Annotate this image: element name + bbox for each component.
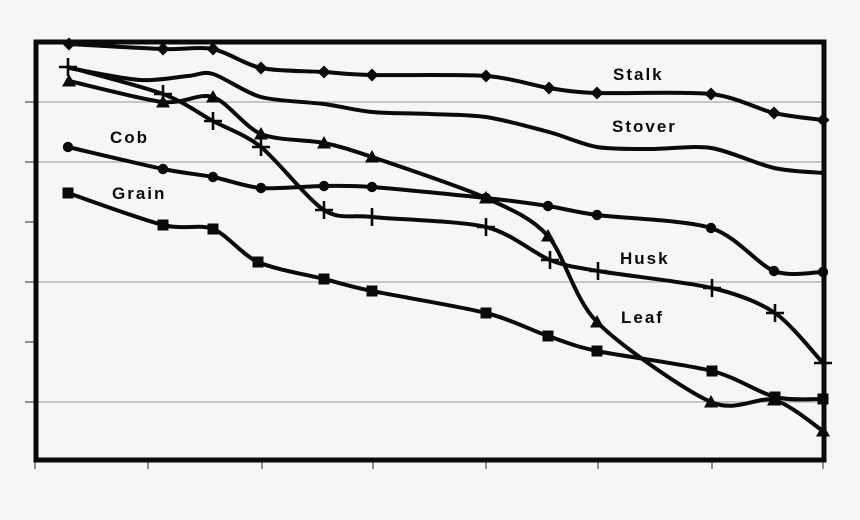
series-line-stalk bbox=[67, 42, 825, 122]
marker-diamond-stalk bbox=[767, 106, 781, 120]
marker-circle-cob bbox=[591, 209, 603, 221]
series-label-grain: Grain bbox=[112, 184, 167, 203]
marker-triangle-leaf bbox=[206, 90, 220, 103]
series-line-cob bbox=[66, 145, 825, 277]
marker-triangle-leaf bbox=[816, 424, 830, 437]
marker-triangle-leaf bbox=[62, 74, 76, 87]
marker-square-grain bbox=[591, 345, 603, 357]
marker-square-grain bbox=[62, 187, 74, 199]
marker-square-grain bbox=[480, 307, 492, 319]
marker-plus-husk bbox=[814, 354, 832, 372]
marker-triangle-leaf bbox=[254, 127, 268, 140]
marker-triangle-leaf bbox=[156, 95, 170, 108]
marker-square-grain bbox=[157, 219, 169, 231]
marker-diamond-stalk bbox=[254, 61, 268, 75]
marker-diamond-stalk bbox=[317, 65, 331, 79]
marker-plus-husk bbox=[541, 251, 559, 269]
series-line-husk bbox=[66, 65, 825, 365]
marker-square-grain bbox=[817, 393, 829, 405]
marker-square-grain bbox=[706, 365, 718, 377]
marker-plus-husk bbox=[703, 279, 721, 297]
series-label-husk: Husk bbox=[620, 249, 670, 268]
marker-plus-husk bbox=[315, 201, 333, 219]
marker-square-grain bbox=[252, 256, 264, 268]
series-label-stover: Stover bbox=[612, 117, 677, 136]
marker-plus-husk bbox=[766, 304, 784, 322]
marker-plus-husk bbox=[252, 138, 270, 156]
marker-diamond-stalk bbox=[365, 68, 379, 82]
plot-border bbox=[33, 39, 827, 463]
marker-plus-husk bbox=[204, 112, 222, 130]
series-line-stover bbox=[67, 66, 825, 175]
series-label-stalk: Stalk bbox=[613, 65, 664, 84]
marker-diamond-stalk bbox=[479, 69, 493, 83]
marker-diamond-stalk bbox=[816, 113, 830, 127]
marker-circle-cob bbox=[705, 222, 717, 234]
marker-triangle-leaf bbox=[541, 229, 555, 242]
marker-diamond-stalk bbox=[62, 37, 76, 51]
series-label-leaf: Leaf bbox=[621, 308, 664, 327]
series-label-cob: Cob bbox=[110, 128, 150, 147]
marker-plus-husk bbox=[589, 262, 607, 280]
marker-triangle-leaf bbox=[767, 393, 781, 406]
marker-diamond-stalk bbox=[206, 42, 220, 56]
marker-circle-cob bbox=[157, 163, 169, 175]
marker-circle-cob bbox=[366, 181, 378, 193]
marker-circle-cob bbox=[768, 265, 780, 277]
marker-square-grain bbox=[542, 330, 554, 342]
marker-circle-cob bbox=[62, 141, 74, 153]
marker-plus-husk bbox=[477, 218, 495, 236]
marker-diamond-stalk bbox=[542, 81, 556, 95]
marker-plus-husk bbox=[363, 208, 381, 226]
marker-diamond-stalk bbox=[590, 86, 604, 100]
marker-square-grain bbox=[318, 273, 330, 285]
marker-circle-cob bbox=[207, 171, 219, 183]
marker-triangle-leaf bbox=[479, 191, 493, 204]
marker-circle-cob bbox=[817, 266, 829, 278]
marker-circle-cob bbox=[318, 180, 330, 192]
marker-circle-cob bbox=[255, 182, 267, 194]
marker-plus-husk bbox=[59, 58, 77, 76]
marker-square-grain bbox=[366, 285, 378, 297]
marker-triangle-leaf bbox=[704, 395, 718, 408]
marker-circle-cob bbox=[542, 200, 554, 212]
series-line-leaf bbox=[67, 79, 825, 433]
marker-triangle-leaf bbox=[365, 150, 379, 163]
marker-triangle-leaf bbox=[317, 136, 331, 149]
marker-diamond-stalk bbox=[156, 42, 170, 56]
marker-square-grain bbox=[207, 223, 219, 235]
marker-diamond-stalk bbox=[704, 87, 718, 101]
marker-triangle-leaf bbox=[590, 315, 604, 328]
